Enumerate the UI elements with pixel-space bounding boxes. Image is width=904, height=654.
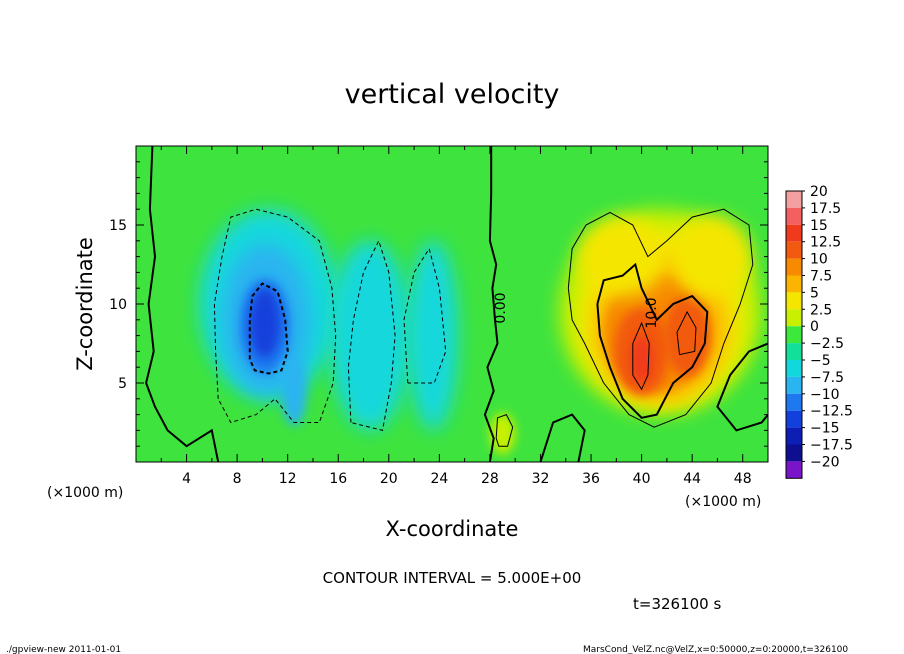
x-tick-label: 48 bbox=[734, 471, 752, 487]
colorbar-swatch bbox=[786, 360, 802, 377]
velocity-field bbox=[199, 209, 762, 455]
plot-area bbox=[136, 146, 768, 462]
colorbar-label: 5 bbox=[810, 285, 819, 301]
contour-plus15-a bbox=[632, 321, 650, 391]
colorbar-swatch bbox=[786, 275, 802, 293]
colorbar-frame bbox=[785, 190, 803, 479]
colorbar-swatch bbox=[786, 461, 802, 479]
x-unit-right: (×1000 m) bbox=[685, 494, 761, 510]
colorbar-swatch bbox=[786, 343, 802, 360]
colorbar-label: 12.5 bbox=[810, 235, 841, 251]
colorbar-label: 15 bbox=[810, 218, 828, 234]
x-tick-label: 36 bbox=[582, 471, 600, 487]
contour-lines bbox=[145, 146, 768, 462]
footer-right: MarsCond_VelZ.nc@VelZ,x=0:50000,z=0:2000… bbox=[583, 645, 848, 654]
x-tick-label: 8 bbox=[233, 471, 242, 487]
field-lobe-0 bbox=[578, 217, 667, 297]
colorbar-label: 0 bbox=[810, 319, 819, 335]
colorbar-label: 2.5 bbox=[810, 302, 832, 318]
field-blob-13 bbox=[630, 335, 653, 383]
colorbar-swatch bbox=[786, 376, 802, 394]
colorbar-swatch bbox=[786, 224, 802, 242]
field-blob-6 bbox=[407, 240, 459, 431]
colorbar-label: −5 bbox=[810, 353, 831, 369]
colorbar-swatch bbox=[786, 326, 802, 344]
colorbar-label: 10 bbox=[810, 252, 828, 268]
x-tick-label: 4 bbox=[182, 471, 191, 487]
x-tick-label: 20 bbox=[380, 471, 398, 487]
y-axis-label: Z-coordinate bbox=[73, 237, 97, 371]
y-tick-label: 10 bbox=[109, 297, 127, 313]
colorbar-label: −10 bbox=[810, 387, 840, 403]
y-axis: 5 10 15 bbox=[109, 161, 768, 447]
colorbar-label: 7.5 bbox=[810, 269, 832, 285]
contour-zero-left bbox=[145, 146, 220, 462]
x-axis-label: X-coordinate bbox=[386, 517, 519, 541]
colorbar-label: −7.5 bbox=[810, 370, 844, 386]
colorbar-swatch bbox=[786, 393, 802, 411]
x-tick-label: 28 bbox=[481, 471, 499, 487]
x-tick-label: 40 bbox=[633, 471, 651, 487]
field-blob-5 bbox=[329, 240, 411, 431]
contour-label-ten: 10.0 bbox=[644, 297, 660, 328]
colorbar-label: 17.5 bbox=[810, 201, 841, 217]
colorbar-label: 20 bbox=[810, 184, 828, 200]
contour-interval-label: CONTOUR INTERVAL = 5.000E+00 bbox=[323, 569, 582, 587]
colorbar-swatch bbox=[786, 191, 802, 208]
chart-title: vertical velocity bbox=[345, 79, 560, 110]
contour-minus5-mid bbox=[347, 239, 396, 432]
contour-label-zero: 0.00 bbox=[493, 292, 509, 323]
x-tick-label: 16 bbox=[329, 471, 347, 487]
x-axis: 4 8 12 16 20 24 28 32 36 40 44 48 bbox=[160, 146, 752, 487]
time-label: t=326100 s bbox=[633, 595, 721, 613]
contour-zero-center bbox=[483, 146, 499, 462]
colorbar-swatch bbox=[786, 292, 802, 310]
x-tick-label: 24 bbox=[430, 471, 448, 487]
colorbar-label: −12.5 bbox=[810, 404, 853, 420]
colorbar-label: −20 bbox=[810, 454, 840, 470]
colorbar-label: −15 bbox=[810, 421, 840, 437]
contour-minus5-mid2 bbox=[403, 247, 447, 384]
y-tick-label: 5 bbox=[118, 376, 127, 392]
x-tick-label: 44 bbox=[683, 471, 701, 487]
colorbar-swatch bbox=[786, 207, 802, 225]
colorbar-label: −17.5 bbox=[810, 438, 853, 454]
y-tick-label: 15 bbox=[109, 218, 127, 234]
contour-plus10 bbox=[596, 262, 709, 419]
field-blob-14 bbox=[489, 413, 516, 455]
colorbar-swatch bbox=[786, 258, 802, 276]
x-tick-label: 12 bbox=[279, 471, 297, 487]
colorbar-swatch bbox=[786, 241, 802, 259]
contour-zero-bottom bbox=[539, 413, 586, 462]
field-blob-3 bbox=[249, 288, 281, 358]
colorbar-label: −2.5 bbox=[810, 336, 844, 352]
footer-left: ./gpview-new 2011-01-01 bbox=[6, 645, 121, 654]
colorbar-swatch bbox=[786, 427, 802, 445]
x-unit-left: (×1000 m) bbox=[47, 485, 123, 501]
colorbar-swatch bbox=[786, 444, 802, 462]
contour-plus5 bbox=[567, 208, 754, 428]
field-lobe-1 bbox=[670, 215, 752, 298]
contour-plus15-b bbox=[676, 310, 697, 356]
colorbar-swatch bbox=[786, 309, 802, 327]
contour-minus5-left bbox=[213, 208, 337, 424]
colorbar-swatch bbox=[786, 410, 802, 428]
contour-plus5-small bbox=[495, 413, 514, 447]
contour-zero-right bbox=[716, 342, 768, 432]
colorbar: 2017.51512.5107.552.50−2.5−5−7.5−10−12.5… bbox=[785, 184, 853, 479]
x-tick-label: 32 bbox=[532, 471, 550, 487]
contour-minus10-left bbox=[248, 282, 289, 375]
field-blob-4 bbox=[281, 356, 307, 426]
